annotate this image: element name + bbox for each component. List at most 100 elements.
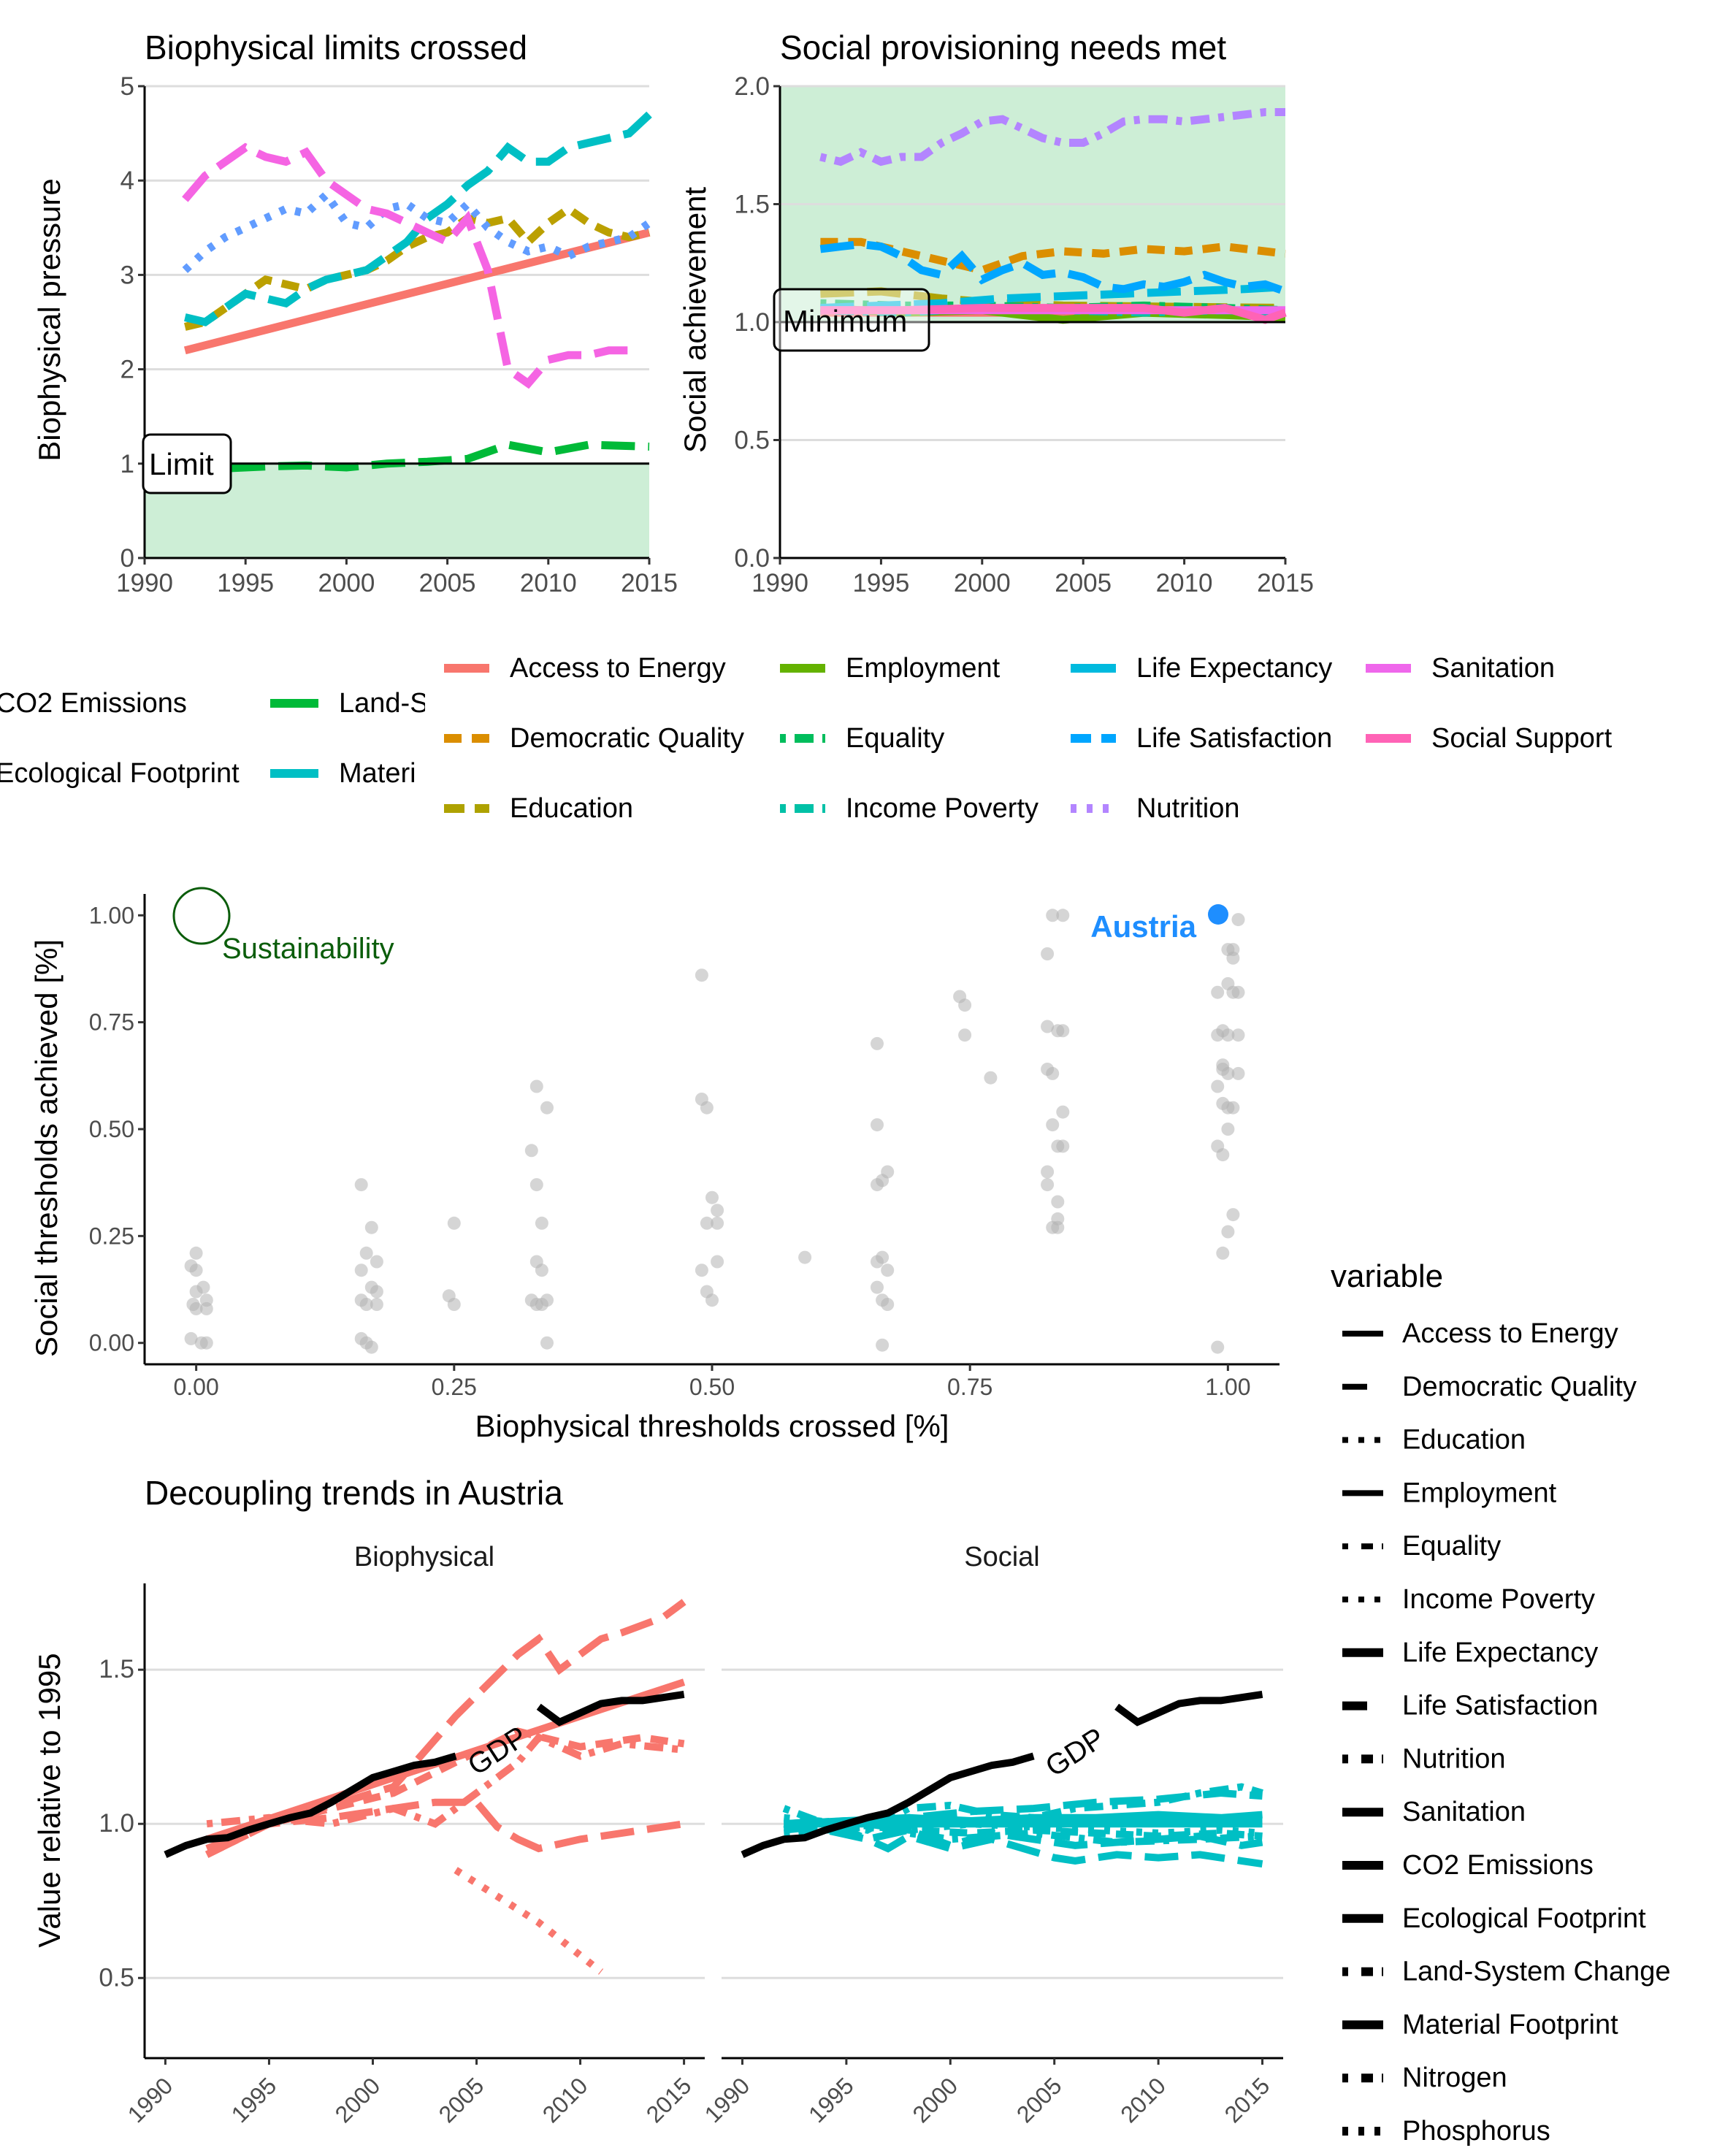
- legend-label: Employment: [1402, 1478, 1557, 1508]
- scatter-point: [876, 1338, 890, 1352]
- legend-item-sanitation: Sanitation: [1342, 1797, 1526, 1827]
- y-axis-label: Value relative to 1995: [32, 1653, 66, 1947]
- y-tick-label: 1.0: [99, 1809, 134, 1838]
- scatter-point: [871, 1178, 884, 1192]
- series-line-ecological-footprint: [184, 204, 651, 331]
- scatter-point: [705, 1293, 719, 1307]
- panel-title: Decoupling trends in Austria: [145, 1474, 563, 1512]
- y-tick-label: 0.00: [89, 1330, 134, 1356]
- scatter-point: [524, 1144, 538, 1158]
- scatter-point: [705, 1190, 719, 1204]
- legend-social: Access to Energy Democratic Quality Educat…: [444, 653, 1613, 824]
- legend-label: Ecological Footprint: [1402, 1903, 1646, 1934]
- series-line-social-life-expectancy: [783, 1789, 1263, 1834]
- scatter-point: [1056, 1139, 1070, 1153]
- series-line-democratic-quality: [820, 237, 1286, 275]
- x-tick-label: 1990: [116, 569, 173, 597]
- series-line-life-satisfaction: [819, 240, 1287, 296]
- scatter-point: [700, 1216, 714, 1230]
- x-tick-label: 0.75: [947, 1374, 992, 1400]
- scatter-point: [1231, 1066, 1245, 1080]
- y-tick-label: 2.0: [734, 72, 770, 101]
- series-line-life-expectancy: [820, 283, 1286, 313]
- legend-item-nitrogen: Nitrogen: [1342, 2063, 1507, 2093]
- threshold-line: Limit: [142, 433, 649, 494]
- scatter-point: [711, 1255, 724, 1269]
- legend-item-material-footprint: Material Footprint: [1342, 2009, 1618, 2040]
- legend-label: Education: [510, 793, 633, 824]
- austria-label: Austria: [1090, 909, 1196, 944]
- series-line-biophysical-phosphorus: [454, 1867, 604, 1975]
- legend-variable: variable Access to Energy Democratic Qual…: [1331, 1258, 1671, 2147]
- legend-label: Income Poverty: [1402, 1584, 1595, 1615]
- scatter-point: [1231, 1028, 1245, 1042]
- scatter-point: [1056, 1024, 1070, 1038]
- scatter-point: [354, 1178, 368, 1192]
- legend-label: Social Support: [1431, 723, 1613, 754]
- legend-item-co2-emissions: CO2 Emissions: [0, 688, 187, 719]
- gdp-label-social: GDP: [1040, 1721, 1111, 1783]
- series-line-land-system-change: [184, 440, 650, 473]
- legend-biophysical: CO2 Emissions Ecological Footprint Land-S M…: [0, 657, 440, 803]
- tick-labels: 0 1 2 3 4 5 1990 1995 2000 2005 2010 2015: [116, 72, 678, 597]
- scatter-point: [695, 1264, 708, 1277]
- scatter-point: [359, 1298, 373, 1311]
- scatter-point: [354, 1264, 368, 1277]
- legend-item-life-expectancy: Life Expectancy: [1342, 1637, 1598, 1668]
- scatter-point: [1211, 1340, 1225, 1354]
- legend-label: Equality: [1402, 1531, 1501, 1561]
- gdp-line-social-0: [741, 1752, 1035, 1858]
- scatter-point: [1226, 1208, 1240, 1222]
- legend-label: Employment: [846, 653, 1001, 684]
- panel-social-provisioning: Social provisioning needs met Social ach…: [678, 28, 1314, 597]
- panel-decoupling: Decoupling trends in Austria Biophysical…: [32, 1474, 1283, 2128]
- legend-label: Income Poverty: [846, 793, 1039, 824]
- legend-item-nutrition: Nutrition: [1071, 793, 1240, 824]
- scatter-point: [871, 1036, 884, 1050]
- scatter-point: [1046, 909, 1060, 922]
- series-lines: [164, 1599, 1263, 1975]
- x-tick-label: 2015: [641, 2072, 697, 2128]
- scatter-point: [535, 1216, 548, 1230]
- scatter-point: [1216, 1246, 1230, 1260]
- scatter-point: [1221, 1123, 1235, 1136]
- legend-label: Material Footprint: [1402, 2009, 1618, 2040]
- y-tick-label: 1.00: [89, 902, 134, 928]
- scatter-point: [359, 1246, 373, 1260]
- x-tick-label: 2010: [520, 569, 577, 597]
- x-tick-label: 1.00: [1205, 1374, 1250, 1400]
- legend-label: CO2 Emissions: [0, 688, 187, 719]
- scatter-point: [535, 1298, 548, 1311]
- legend-item-income-poverty: Income Poverty: [780, 793, 1039, 824]
- legend-item-nutrition: Nutrition: [1342, 1743, 1506, 1774]
- scatter-point: [711, 1216, 724, 1230]
- panel-scatter: Social thresholds achieved [%] Biophysic…: [29, 887, 1280, 1443]
- y-tick-label: 0.25: [89, 1223, 134, 1249]
- legend-label: Land-S: [339, 688, 429, 719]
- scatter-point: [1226, 1101, 1240, 1115]
- y-tick-label: 5: [121, 72, 134, 101]
- series-lines: [819, 108, 1287, 324]
- scatter-point: [1046, 1066, 1060, 1080]
- legend-item-access-to-energy: Access to Energy: [444, 653, 726, 684]
- scatter-point: [199, 1301, 213, 1315]
- scatter-point: [695, 968, 708, 982]
- scatter-point: [364, 1220, 378, 1234]
- scatter-point: [189, 1301, 203, 1315]
- legend-item-co2-emissions: CO2 Emissions: [1342, 1850, 1594, 1881]
- minimum-label: Minimum: [783, 304, 907, 338]
- scatter-point: [370, 1285, 383, 1299]
- series-line-phosphorus: [182, 142, 630, 389]
- limit-label: Limit: [149, 447, 214, 481]
- austria-marker: [1208, 904, 1228, 925]
- scatter-points: [184, 909, 1245, 1354]
- scatter-point: [871, 1280, 884, 1294]
- series-line-nutrition: [819, 108, 1285, 167]
- x-tick-label: 2015: [1257, 569, 1314, 597]
- x-tick-label: 2005: [1011, 2072, 1067, 2128]
- y-tick-label: 1: [121, 450, 134, 478]
- scatter-point: [184, 1331, 198, 1345]
- gdp-line-biophysical-1: [536, 1690, 685, 1727]
- legend-title: variable: [1331, 1258, 1443, 1294]
